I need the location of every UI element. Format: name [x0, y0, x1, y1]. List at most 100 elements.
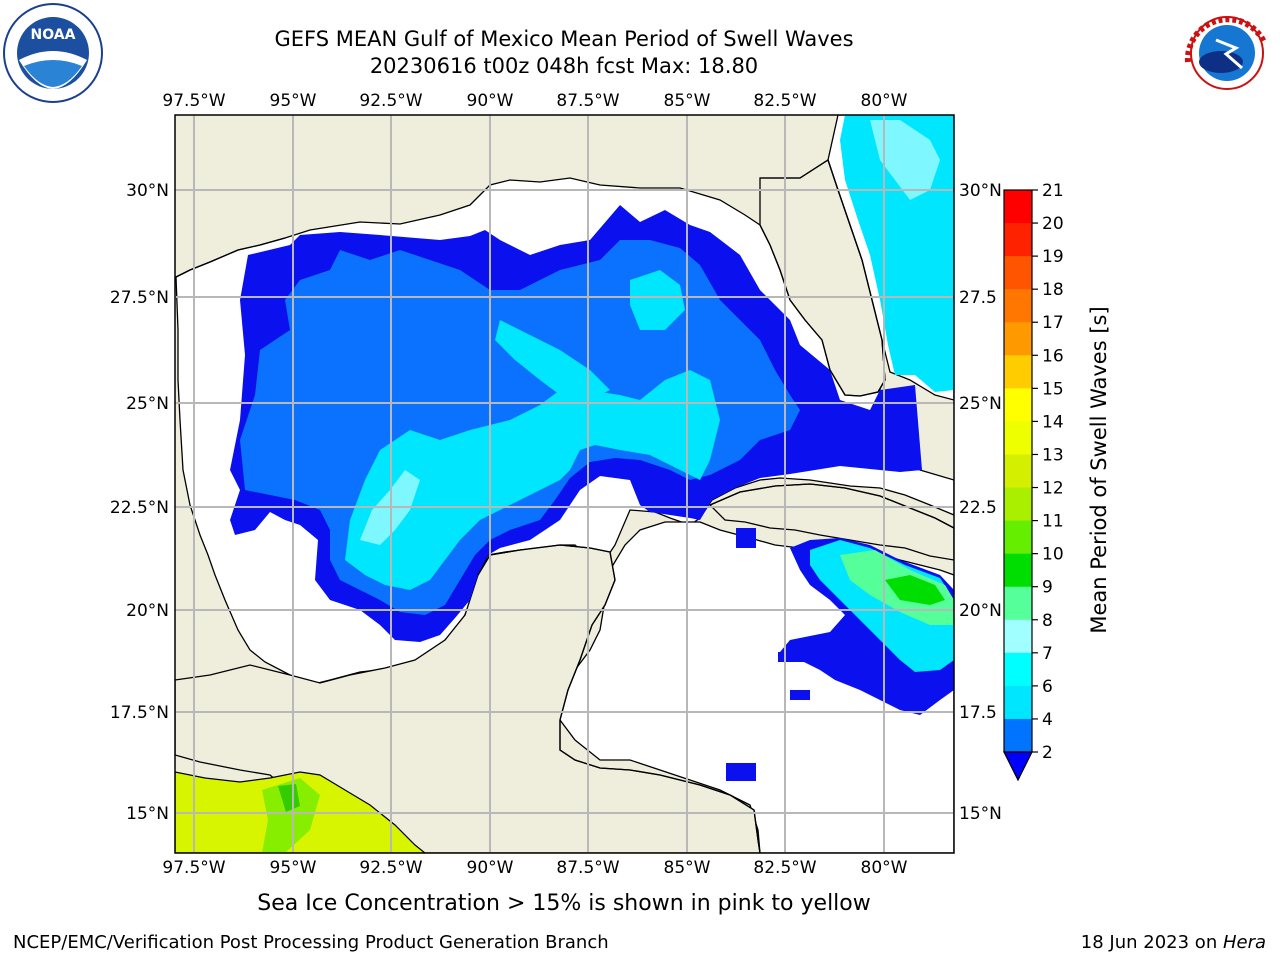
colorbar-segment — [1004, 520, 1032, 555]
sea-ice-note: Sea Ice Concentration > 15% is shown in … — [257, 891, 871, 916]
coastline — [175, 159, 954, 853]
colorbar-tick-label: 13 — [1042, 445, 1064, 465]
colorbar-extend — [1003, 751, 1033, 782]
lon-label: 82.5°W — [753, 858, 816, 878]
colorbar-tick-label: 7 — [1042, 644, 1053, 664]
colorbar-tick-label: 21 — [1042, 181, 1064, 201]
colorbar-segment — [1004, 586, 1032, 621]
swell-patch — [736, 528, 756, 548]
map-area — [175, 115, 954, 853]
lon-label: 97.5°W — [162, 858, 225, 878]
caribbean-swell-dark-green — [885, 575, 945, 605]
machine-name: Hera — [1222, 932, 1266, 953]
sea-ice-green-patch — [262, 778, 320, 853]
lat-label: 15°N — [959, 804, 1002, 824]
lat-labels-left: 30°N 27.5°N 25°N 22.5°N 20°N 17.5°N 15°N — [110, 181, 169, 824]
colorbar-segment — [1004, 322, 1032, 356]
lon-label: 85°W — [664, 858, 711, 878]
credit-line: NCEP/EMC/Verification Post Processing Pr… — [13, 932, 609, 953]
colorbar: 21 20 19 18 17 16 15 14 13 12 11 10 9 8 7 6 4 2 — [1003, 181, 1064, 782]
lon-label: 97.5°W — [162, 91, 225, 111]
colorbar-segment — [1004, 256, 1032, 290]
lat-label: 17.5°N — [110, 703, 169, 723]
lat-label: 27.5°N — [110, 288, 169, 308]
lon-label: 85°W — [664, 91, 711, 111]
lon-label: 90°W — [467, 91, 514, 111]
lat-labels-right: 30°N 27.5 25°N 22.5 20°N 17.5 15°N — [959, 181, 1002, 824]
lon-label: 92.5°W — [359, 91, 422, 111]
sea-ice-dark-patch — [278, 784, 300, 812]
lat-label: 25°N — [126, 394, 169, 414]
svg-text:NOAA: NOAA — [31, 27, 76, 43]
colorbar-segment — [1004, 421, 1032, 455]
lon-label: 80°W — [861, 91, 908, 111]
lat-label: 20°N — [959, 601, 1002, 621]
colorbar-tick-label: 14 — [1042, 412, 1064, 432]
lat-label: 30°N — [126, 181, 169, 201]
map-title: GEFS MEAN Gulf of Mexico Mean Period of … — [274, 27, 854, 51]
lat-label: 17.5 — [959, 703, 997, 723]
swell-band-6-7s-north — [630, 270, 685, 330]
colorbar-segment — [1004, 190, 1032, 224]
colorbar-tick-label: 12 — [1042, 479, 1064, 499]
swell-band-6-7s-streak — [495, 320, 610, 400]
colorbar-tick-label: 19 — [1042, 247, 1064, 267]
colorbar-tick-label: 20 — [1042, 214, 1064, 234]
lon-label: 87.5°W — [556, 858, 619, 878]
colorbar-tick-label: 6 — [1042, 677, 1053, 697]
swell-patch — [726, 763, 756, 781]
lon-label: 92.5°W — [359, 858, 422, 878]
colorbar-tick-label: 17 — [1042, 313, 1064, 333]
colorbar-tick-label: 8 — [1042, 611, 1053, 631]
colorbar-segment — [1004, 388, 1032, 422]
colorbar-segment — [1004, 355, 1032, 389]
lon-label: 80°W — [861, 858, 908, 878]
swell-band-6-7s — [345, 370, 720, 590]
map-gridlines — [175, 115, 954, 853]
lat-label: 27.5 — [959, 288, 997, 308]
lon-labels-top: 97.5°W 95°W 92.5°W 90°W 87.5°W 85°W 82.5°W 80°W — [162, 91, 907, 111]
swell-patch — [778, 652, 818, 662]
colorbar-tick-label: 18 — [1042, 280, 1064, 300]
date-text: 18 Jun 2023 on — [1080, 932, 1223, 953]
colorbar-segment — [1004, 685, 1032, 720]
atlantic-swell-light — [870, 120, 940, 200]
lat-label: 22.5 — [959, 498, 997, 518]
colorbar-segment — [1004, 553, 1032, 588]
colorbar-segment — [1004, 223, 1032, 257]
colorbar-tick-label: 15 — [1042, 379, 1064, 399]
noaa-logo: NOAA — [3, 3, 103, 103]
colorbar-segment — [1004, 652, 1032, 687]
lat-label: 20°N — [126, 601, 169, 621]
colorbar-tick-label: 4 — [1042, 710, 1053, 730]
nws-logo — [1178, 4, 1276, 102]
colorbar-segment — [1004, 454, 1032, 489]
lat-label: 25°N — [959, 394, 1002, 414]
colorbar-segment — [1004, 718, 1032, 753]
date-footer: 18 Jun 2023 on Hera — [1081, 932, 1266, 953]
lon-labels-bottom: 97.5°W 95°W 92.5°W 90°W 87.5°W 85°W 82.5°W 80°W — [162, 858, 907, 878]
colorbar-segment — [1004, 619, 1032, 654]
colorbar-segment — [1004, 289, 1032, 323]
lat-label: 15°N — [126, 804, 169, 824]
colorbar-tick-label: 9 — [1042, 578, 1053, 598]
map-frame — [174, 114, 955, 854]
colorbar-tick-label: 16 — [1042, 346, 1064, 366]
colorbar-segment — [1004, 487, 1032, 522]
lon-label: 95°W — [270, 858, 317, 878]
swell-patch — [790, 690, 810, 700]
lon-label: 90°W — [467, 858, 514, 878]
lon-label: 82.5°W — [753, 91, 816, 111]
lon-label: 87.5°W — [556, 91, 619, 111]
colorbar-tick-label: 10 — [1042, 545, 1064, 565]
lat-label: 30°N — [959, 181, 1002, 201]
colorbar-frame — [1003, 189, 1033, 753]
colorbar-tick-label: 11 — [1042, 512, 1064, 532]
lat-label: 22.5°N — [110, 498, 169, 518]
map-subtitle: 20230616 t00z 048h fcst Max: 18.80 — [369, 54, 759, 78]
colorbar-tick-label: 2 — [1042, 743, 1053, 763]
caribbean-swell-cyan — [810, 540, 954, 672]
lon-label: 95°W — [270, 91, 317, 111]
colorbar-label: Mean Period of Swell Waves [s] — [1087, 306, 1111, 633]
